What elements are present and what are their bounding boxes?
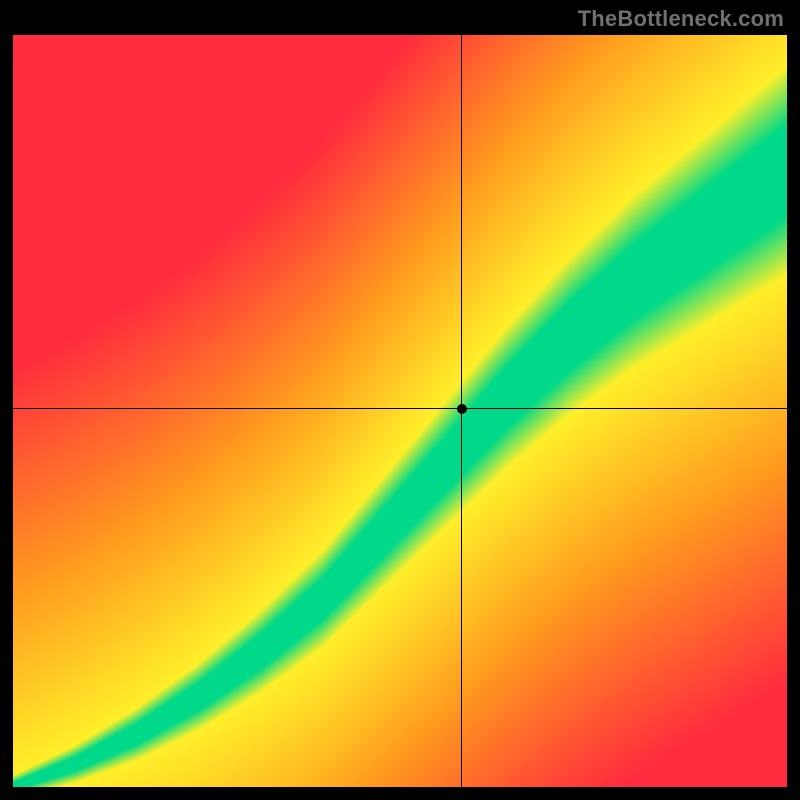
watermark-text: TheBottleneck.com bbox=[578, 6, 784, 32]
heatmap-canvas bbox=[13, 35, 787, 787]
crosshair-horizontal bbox=[13, 408, 787, 409]
heatmap-plot-area bbox=[13, 35, 787, 787]
crosshair-marker-dot bbox=[457, 404, 467, 414]
